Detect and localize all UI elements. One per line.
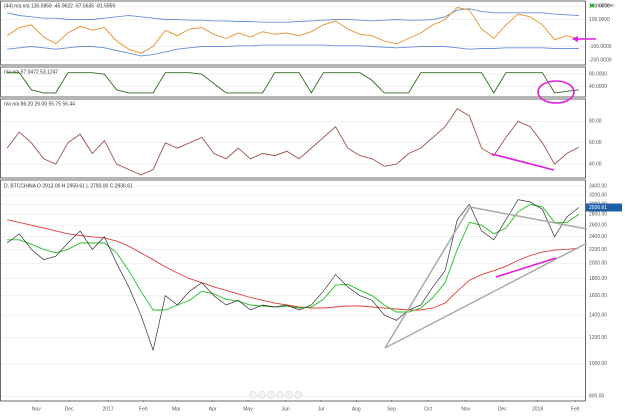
arrow-head xyxy=(572,36,578,42)
x-tick-label: Dec xyxy=(498,406,507,412)
series-line xyxy=(6,6,580,54)
y-tick-label: 800.00 xyxy=(589,394,605,400)
toolbar-button[interactable] xyxy=(267,391,275,399)
y-tick-label: 3200.00 xyxy=(589,192,607,198)
y-tick-label: 3400.00 xyxy=(589,184,607,190)
divergence-line xyxy=(495,257,557,278)
x-tick-label: Jun xyxy=(282,406,290,412)
y-tick-label: 1200.00 xyxy=(589,335,607,341)
x-tick-label: Jul xyxy=(318,406,324,412)
pane-header: n/a n/a 57.0472 53.1247 xyxy=(4,69,58,75)
x-tick-label: May xyxy=(243,406,253,412)
series-line xyxy=(7,72,579,94)
toolbar-button[interactable] xyxy=(249,391,257,399)
y-tick-label: 2600.00 xyxy=(589,222,607,228)
y-tick-label: 2400.00 xyxy=(589,234,607,240)
trend-line xyxy=(469,206,588,230)
series-line xyxy=(6,199,580,352)
x-tick-label: Feb xyxy=(571,406,580,412)
x-tick-label: 2018 xyxy=(532,406,543,412)
y-tick-label: 60.00 xyxy=(589,140,602,146)
pane-header: (44) n/a n/a 130.5959 -45.9622 -57.5635 … xyxy=(4,3,115,9)
x-tick-label: Oct xyxy=(424,406,432,412)
y-tick-label: -100.0000 xyxy=(589,44,612,50)
legend-label: realtime xyxy=(596,3,614,9)
toolbar-button[interactable] xyxy=(258,391,266,399)
y-tick-label: 1000.00 xyxy=(589,361,607,367)
y-tick-label: 1400.00 xyxy=(589,312,607,318)
series-line xyxy=(7,203,580,313)
y-tick-label: -200.0000 xyxy=(589,57,612,63)
highlight-circle xyxy=(537,80,575,104)
y-tick-label: 200.0000 xyxy=(589,3,610,9)
pane-header: D, BTCCHINA O 2913.00 H 2959.61 L 2790.0… xyxy=(4,183,133,189)
y-tick-label: 80.00 xyxy=(589,119,602,125)
x-tick-label: Nov xyxy=(32,406,41,412)
y-tick-label: 2000.00 xyxy=(589,261,607,267)
x-tick-label: Aug xyxy=(352,406,361,412)
y-tick-label: 1600.00 xyxy=(589,293,607,299)
y-tick-label: 100.0000 xyxy=(589,17,610,23)
legend-swatch xyxy=(590,4,594,7)
y-tick-label: 1800.00 xyxy=(589,276,607,282)
series-line xyxy=(7,8,579,23)
divergence-line xyxy=(491,153,555,171)
trend-line xyxy=(384,242,588,349)
series-line xyxy=(6,107,580,176)
x-tick-label: Feb xyxy=(139,406,148,412)
price-tag xyxy=(586,203,622,212)
y-tick-label: 2800.00 xyxy=(589,212,607,218)
y-tick-label: 80.0000 xyxy=(589,72,607,78)
price-tag-label: 2936.61 xyxy=(589,205,607,211)
x-tick-label: Mar xyxy=(172,406,181,412)
y-tick-label: 40.0000 xyxy=(589,84,607,90)
toolbar-button[interactable] xyxy=(285,391,293,399)
x-tick-label: Dec xyxy=(65,406,74,412)
pane-frame xyxy=(0,98,586,179)
y-tick-label: 2200.00 xyxy=(589,247,607,253)
x-tick-label: Sep xyxy=(387,406,396,412)
toolbar-button[interactable] xyxy=(294,391,302,399)
pane-frame xyxy=(0,66,586,98)
y-tick-label: 40.00 xyxy=(589,161,602,167)
trend-line xyxy=(384,206,471,349)
x-tick-label: Apr xyxy=(209,406,217,412)
series-line xyxy=(7,219,579,311)
series-line xyxy=(7,44,579,57)
pane-frame xyxy=(0,179,586,402)
x-tick-label: 2017 xyxy=(103,406,114,412)
x-tick-label: Nov xyxy=(461,406,470,412)
pane-frame xyxy=(0,0,586,66)
pane-header: n/a n/a 86.20 26.00 55.75 56.44 xyxy=(4,101,75,107)
toolbar-button[interactable] xyxy=(276,391,284,399)
